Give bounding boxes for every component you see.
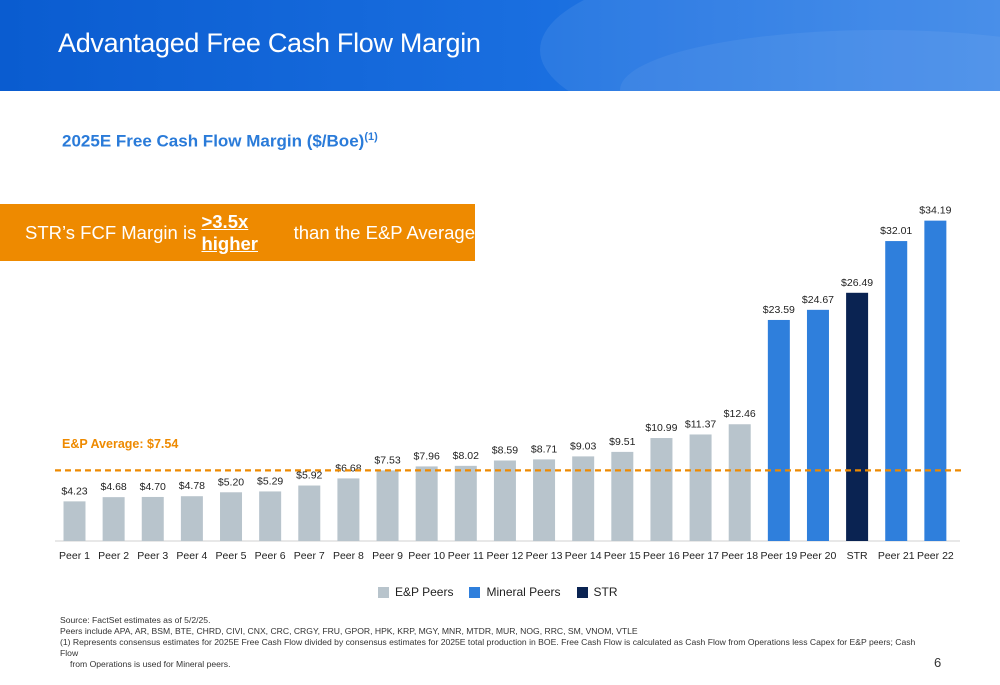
bar-value-label: $8.59	[492, 445, 518, 457]
bar-chart: $4.23 Peer 1 $4.68 Peer 2 $4.70 Peer 3 $4.78 Pe…	[55, 205, 962, 562]
legend-item-ep: E&P Peers	[378, 585, 453, 599]
bar-value-label: $9.03	[570, 440, 596, 452]
x-tick-label: STR	[847, 550, 868, 562]
x-tick-label: Peer 16	[643, 550, 680, 562]
bar-value-label: $34.19	[919, 205, 951, 217]
bar-peer-22	[924, 220, 947, 541]
bar-value-label: $4.68	[100, 481, 126, 493]
x-tick-label: Peer 22	[917, 550, 954, 562]
bar-value-label: $7.53	[374, 454, 400, 466]
x-tick-label: Peer 19	[760, 550, 797, 562]
bar-value-label: $32.01	[880, 225, 912, 237]
footnote-source: Source: FactSet estimates as of 5/2/25.	[60, 615, 211, 625]
callout-prefix: STR’s FCF Margin is	[25, 221, 202, 243]
footnote-1-line-2: from Operations is used for Mineral peer…	[70, 659, 231, 669]
bar-value-label: $8.02	[453, 450, 479, 462]
bar-peer-5	[220, 492, 243, 541]
legend-swatch-mineral	[469, 586, 481, 598]
legend-swatch-str	[576, 586, 588, 598]
bar-peer-2	[102, 497, 125, 541]
bar-peer-1	[63, 501, 86, 541]
x-tick-label: Peer 7	[294, 550, 325, 562]
header-decoration	[540, 0, 1000, 91]
bar-peer-10	[415, 466, 438, 541]
bar-peer-19	[767, 319, 790, 541]
page-title: Advantaged Free Cash Flow Margin	[58, 28, 481, 58]
bar-peer-6	[259, 491, 282, 541]
legend-item-mineral: Mineral Peers	[469, 585, 561, 599]
bar-value-label: $24.67	[802, 294, 834, 306]
bar-value-label: $6.68	[335, 462, 361, 474]
footnotes: Source: FactSet estimates as of 5/2/25. …	[60, 615, 920, 670]
bar-value-label: $5.20	[218, 476, 244, 488]
page-number: 6	[934, 655, 942, 670]
x-tick-label: Peer 17	[682, 550, 719, 562]
bar-peer-4	[180, 496, 203, 541]
bar-peer-3	[141, 496, 164, 541]
bar-value-label: $12.46	[724, 408, 756, 420]
callout-suffix: than the E&P Average	[288, 221, 475, 243]
chart-subtitle-text: 2025E Free Cash Flow Margin ($/Boe)	[62, 131, 365, 151]
bar-value-label: $5.29	[257, 475, 283, 487]
x-tick-label: Peer 10	[408, 550, 445, 562]
x-tick-label: Peer 21	[878, 550, 915, 562]
x-tick-label: Peer 3	[137, 550, 168, 562]
x-tick-label: Peer 9	[372, 550, 403, 562]
callout-emphasis: >3.5x higher	[201, 210, 258, 254]
x-tick-label: Peer 6	[255, 550, 286, 562]
x-tick-label: Peer 13	[526, 550, 563, 562]
legend-label-ep: E&P Peers	[395, 585, 454, 599]
bar-peer-16	[650, 438, 673, 541]
x-tick-label: Peer 5	[216, 550, 247, 562]
x-tick-label: Peer 14	[565, 550, 602, 562]
bar-peer-13	[533, 459, 556, 541]
bar-value-label: $5.92	[296, 470, 322, 482]
bar-value-label: $10.99	[645, 422, 677, 434]
header-banner: Advantaged Free Cash Flow Margin	[0, 0, 1000, 91]
legend-swatch-ep	[378, 586, 389, 598]
bar-value-label: $4.70	[140, 481, 166, 493]
bar-peer-11	[454, 465, 477, 541]
bar-peer-17	[689, 434, 712, 541]
footnote-1-line-1: (1) Represents consensus estimates for 2…	[60, 637, 916, 658]
x-tick-label: Peer 8	[333, 550, 364, 562]
bar-value-label: $11.37	[685, 418, 716, 430]
bar-peer-7	[298, 485, 321, 541]
bar-peer-15	[611, 451, 634, 541]
x-tick-label: Peer 18	[721, 550, 758, 562]
average-line-label: E&P Average: $7.54	[62, 437, 179, 451]
bar-value-label: $7.96	[414, 450, 440, 462]
x-tick-label: Peer 4	[176, 550, 207, 562]
footnote-peers: Peers include APA, AR, BSM, BTE, CHRD, C…	[60, 626, 638, 636]
bar-peer-20	[806, 309, 829, 541]
bar-value-label: $8.71	[531, 443, 557, 455]
legend-label-str: STR	[593, 585, 618, 599]
highlight-callout: STR’s FCF Margin is >3.5x higher than th…	[0, 204, 475, 261]
bar-value-label: $9.51	[609, 436, 635, 448]
bar-peer-12	[493, 460, 516, 541]
bar-value-label: $4.78	[179, 480, 205, 492]
bar-peer-14	[572, 456, 595, 541]
x-tick-label: Peer 12	[487, 550, 524, 562]
bar-value-label: $23.59	[763, 304, 795, 316]
legend-label-mineral: Mineral Peers	[486, 585, 561, 599]
chart-subtitle-footnote-ref: (1)	[364, 131, 378, 143]
x-tick-label: Peer 2	[98, 550, 129, 562]
x-tick-label: Peer 20	[800, 550, 837, 562]
bar-str	[846, 292, 869, 541]
bar-peer-8	[337, 478, 360, 541]
x-tick-label: Peer 11	[448, 550, 484, 562]
bar-value-label: $26.49	[841, 277, 873, 289]
chart-legend: E&P Peers Mineral Peers STR	[378, 585, 634, 599]
bar-peer-18	[728, 424, 751, 541]
chart-subtitle: 2025E Free Cash Flow Margin ($/Boe)(1)	[62, 131, 378, 152]
bar-peer-9	[376, 470, 399, 541]
legend-item-str: STR	[576, 585, 618, 599]
bar-peer-21	[885, 241, 908, 542]
x-tick-label: Peer 15	[604, 550, 641, 562]
bar-value-label: $4.23	[61, 485, 87, 497]
x-tick-label: Peer 1	[59, 550, 90, 562]
